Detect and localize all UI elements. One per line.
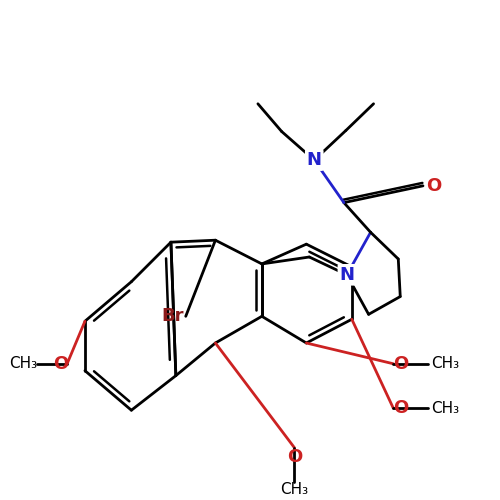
Text: CH₃: CH₃: [10, 356, 38, 372]
Text: O: O: [426, 177, 441, 195]
Text: N: N: [307, 151, 322, 169]
Text: O: O: [394, 355, 408, 373]
Text: N: N: [340, 266, 354, 284]
Text: O: O: [394, 399, 408, 417]
Text: CH₃: CH₃: [431, 400, 459, 415]
Text: CH₃: CH₃: [280, 482, 308, 498]
Text: O: O: [53, 355, 68, 373]
Text: O: O: [287, 448, 302, 466]
Text: Br: Br: [162, 308, 184, 326]
Text: CH₃: CH₃: [431, 356, 459, 372]
